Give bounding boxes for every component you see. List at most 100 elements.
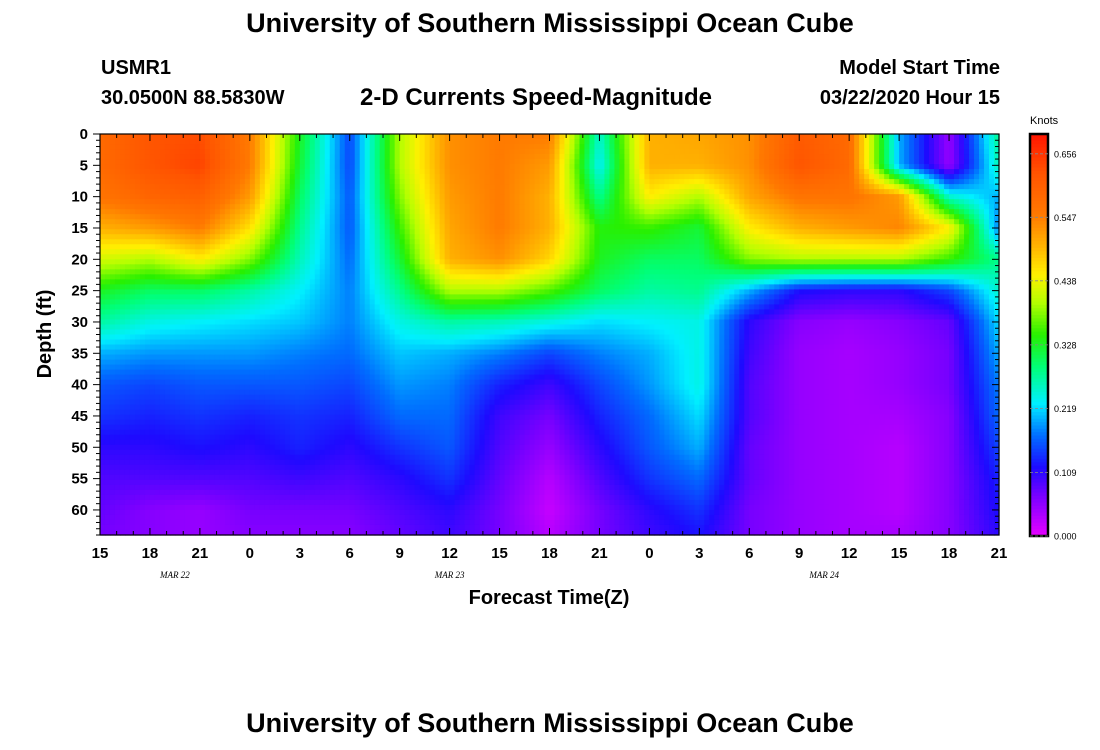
heatmap-cell (364, 234, 371, 240)
heatmap-cell (114, 209, 121, 215)
heatmap-cell (429, 189, 436, 195)
heatmap-cell (609, 174, 616, 180)
heatmap-cell (364, 269, 371, 275)
heatmap-cell (504, 229, 511, 235)
heatmap-cell (119, 179, 126, 185)
heatmap-cell (124, 269, 131, 275)
heatmap-cell (329, 264, 336, 270)
heatmap-cell (389, 164, 396, 170)
heatmap-cell (629, 249, 635, 255)
heatmap-cell (394, 149, 401, 155)
heatmap-cell (614, 184, 621, 190)
heatmap-cell (754, 184, 760, 190)
heatmap-cell (409, 239, 416, 245)
heatmap-cell (329, 154, 336, 160)
heatmap-cell (669, 244, 675, 250)
heatmap-cell (334, 154, 341, 160)
heatmap-cell (354, 144, 361, 150)
heatmap-cell (769, 249, 775, 255)
heatmap-cell (854, 209, 860, 215)
heatmap-cell (339, 154, 346, 160)
heatmap-cell (519, 224, 526, 230)
heatmap-cell (419, 139, 426, 145)
heatmap-cell (179, 199, 186, 205)
heatmap-cell (579, 159, 586, 165)
heatmap-cell (134, 204, 141, 210)
heatmap-cell (959, 154, 965, 160)
heatmap-cell (964, 224, 970, 230)
heatmap-cell (384, 269, 391, 275)
heatmap-cell (264, 249, 271, 255)
heatmap-cell (944, 139, 950, 145)
heatmap-cell (304, 204, 311, 210)
heatmap-cell (304, 194, 311, 200)
heatmap-cell (589, 229, 596, 235)
heatmap-cell (804, 209, 810, 215)
heatmap-cell (709, 209, 715, 215)
heatmap-cell (634, 244, 640, 250)
heatmap-cell (994, 179, 1000, 185)
heatmap-cell (379, 179, 386, 185)
heatmap-cell (329, 184, 336, 190)
heatmap-cell (879, 264, 885, 270)
heatmap-cell (169, 259, 176, 265)
heatmap-cell (539, 134, 546, 140)
heatmap-cell (114, 159, 121, 165)
heatmap-cell (359, 219, 366, 225)
heatmap-cell (364, 204, 371, 210)
heatmap-cell (754, 269, 760, 275)
heatmap-cell (654, 174, 660, 180)
heatmap-cell (439, 269, 446, 275)
heatmap-cell (974, 134, 980, 140)
heatmap-cell (674, 219, 680, 225)
heatmap-cell (879, 169, 885, 175)
heatmap-cell (669, 174, 675, 180)
heatmap-cell (724, 144, 730, 150)
heatmap-cell (639, 219, 645, 225)
heatmap-cell (224, 204, 231, 210)
heatmap-cell (289, 254, 296, 260)
heatmap-cell (599, 254, 606, 260)
heatmap-cell (609, 159, 616, 165)
heatmap-cell (349, 189, 356, 195)
heatmap-cell (559, 229, 566, 235)
heatmap-cell (504, 179, 511, 185)
heatmap-cell (214, 229, 221, 235)
heatmap-cell (144, 244, 151, 250)
heatmap-cell (909, 189, 915, 195)
heatmap-cell (904, 194, 910, 200)
heatmap-cell (394, 134, 401, 140)
heatmap-cell (954, 139, 960, 145)
heatmap-cell (854, 199, 860, 205)
heatmap-cell (684, 199, 690, 205)
heatmap-cell (324, 209, 331, 215)
heatmap-cell (304, 144, 311, 150)
heatmap-cell (564, 239, 571, 245)
heatmap-cell (189, 174, 196, 180)
heatmap-cell (804, 249, 810, 255)
heatmap-cell (329, 189, 336, 195)
heatmap-cell (289, 179, 296, 185)
heatmap-cell (344, 164, 351, 170)
heatmap-cell (134, 234, 141, 240)
heatmap-cell (159, 159, 166, 165)
heatmap-cell (584, 174, 591, 180)
heatmap-cell (749, 259, 755, 265)
heatmap-cell (454, 194, 461, 200)
heatmap-cell (429, 219, 436, 225)
heatmap-cell (184, 194, 191, 200)
heatmap-cell (839, 139, 845, 145)
heatmap-cell (264, 214, 271, 220)
heatmap-cell (614, 169, 621, 175)
heatmap-cell (719, 209, 725, 215)
heatmap-cell (969, 139, 975, 145)
heatmap-cell (469, 264, 476, 270)
heatmap-cell (744, 164, 750, 170)
heatmap-cell (424, 149, 431, 155)
heatmap-cell (369, 214, 376, 220)
heatmap-cell (194, 154, 201, 160)
heatmap-cell (989, 194, 995, 200)
heatmap-cell (814, 184, 820, 190)
heatmap-cell (344, 179, 351, 185)
heatmap-cell (209, 149, 216, 155)
